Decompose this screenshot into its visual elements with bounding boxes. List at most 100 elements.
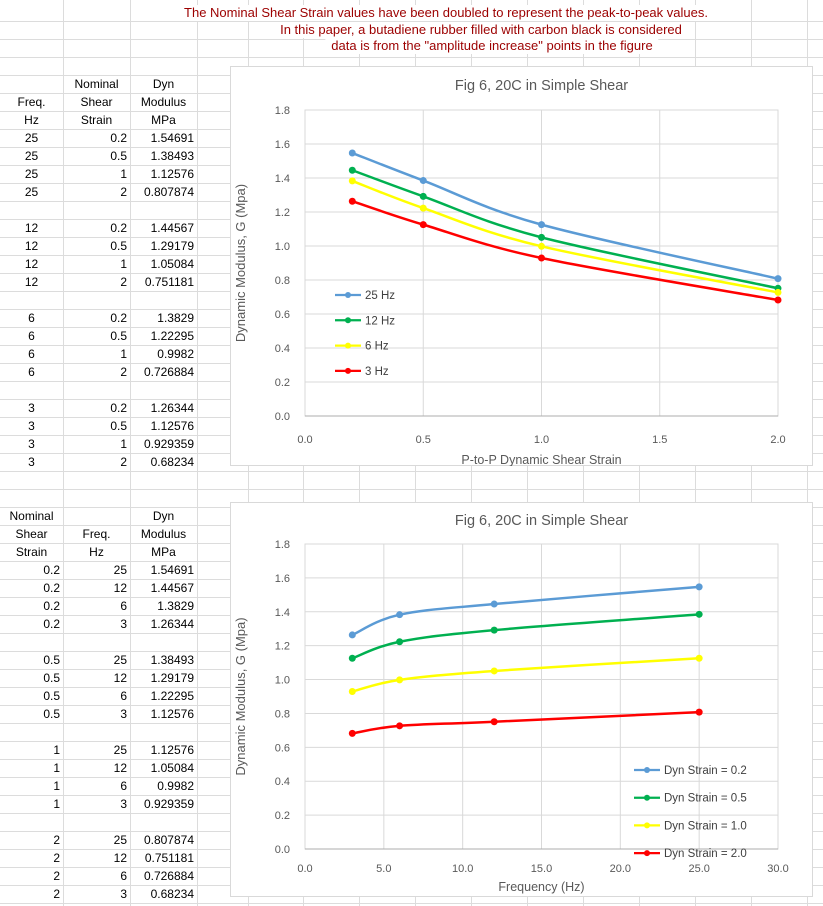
table-cell[interactable]: 1 [120,167,127,181]
table-cell[interactable]: 0.5 [110,419,127,433]
table-cell[interactable]: 0.2 [43,581,60,595]
table-cell[interactable]: 0.68234 [150,887,194,901]
table-cell[interactable]: 6 [120,689,127,703]
table-cell[interactable]: 1.54691 [150,563,194,577]
table-cell[interactable]: 0.2 [43,599,60,613]
table-cell[interactable]: 1 [120,347,127,361]
modulus-vs-strain-chart[interactable]: Fig 6, 20C in Simple Shear 0.0 0.2 0.4 0.6 0.… [230,66,813,466]
table-cell[interactable]: 1 [53,797,60,811]
header-cell[interactable]: MPa [151,545,176,559]
table-cell[interactable]: 0.68234 [150,455,194,469]
table-cell[interactable]: 0.2 [110,131,127,145]
table-cell[interactable]: 0.2 [110,221,127,235]
table-cell[interactable]: 2 [120,365,127,379]
table-cell[interactable]: 25 [24,167,39,181]
header-cell[interactable]: Freq. [17,95,46,109]
table-cell[interactable]: 25 [24,131,39,145]
table-cell[interactable]: 0.751181 [144,275,194,289]
table-cell[interactable]: 0.5 [110,149,127,163]
table-cell[interactable]: 12 [24,239,39,253]
header-cell[interactable]: Hz [89,545,104,559]
table-cell[interactable]: 0.807874 [143,185,194,199]
table-cell[interactable]: 3 [120,617,127,631]
table-cell[interactable]: 1.29179 [150,239,194,253]
table-cell[interactable]: 25 [24,149,39,163]
table-cell[interactable]: 0.5 [110,239,127,253]
header-cell[interactable]: Hz [24,113,39,127]
table-cell[interactable]: 25 [113,833,127,847]
table-cell[interactable]: 12 [24,275,39,289]
table-cell[interactable]: 1.22295 [150,329,194,343]
table-cell[interactable]: 1.26344 [150,617,194,631]
table-cell[interactable]: 1.3829 [157,311,194,325]
table-cell[interactable]: 0.726884 [143,365,194,379]
table-cell[interactable]: 0.9982 [157,779,194,793]
table-cell[interactable]: 0.807874 [143,833,194,847]
table-cell[interactable]: 0.751181 [144,851,194,865]
table-cell[interactable]: 3 [28,437,35,451]
table-cell[interactable]: 25 [113,653,127,667]
header-cell[interactable]: Shear [15,527,48,541]
table-cell[interactable]: 1.29179 [150,671,194,685]
table-cell[interactable]: 6 [28,365,35,379]
table-cell[interactable]: 6 [28,347,35,361]
table-cell[interactable]: 0.2 [110,311,127,325]
table-cell[interactable]: 6 [120,599,127,613]
table-cell[interactable]: 1 [53,743,60,757]
header-cell[interactable]: Modulus [140,527,187,541]
table-cell[interactable]: 1.12576 [150,707,194,721]
table-cell[interactable]: 3 [28,419,35,433]
header-cell[interactable]: Dyn [152,77,175,91]
header-cell[interactable]: Nominal [74,77,119,91]
table-cell[interactable]: 1.3829 [157,599,194,613]
table-cell[interactable]: 0.5 [110,329,127,343]
table-cell[interactable]: 6 [120,869,127,883]
table-cell[interactable]: 12 [24,257,39,271]
table-cell[interactable]: 1 [53,779,60,793]
table-cell[interactable]: 0.929359 [143,437,194,451]
table-cell[interactable]: 0.5 [43,653,60,667]
table-cell[interactable]: 1.26344 [150,401,194,415]
table-cell[interactable]: 25 [113,743,127,757]
table-cell[interactable]: 1.05084 [150,257,194,271]
table-cell[interactable]: 1.12576 [150,743,194,757]
table-cell[interactable]: 1.12576 [150,167,194,181]
table-cell[interactable]: 2 [53,851,60,865]
table-cell[interactable]: 12 [113,761,127,775]
table-cell[interactable]: 0.5 [43,671,60,685]
table-cell[interactable]: 1.54691 [150,131,194,145]
table-cell[interactable]: 1.44567 [150,221,194,235]
table-cell[interactable]: 1.05084 [150,761,194,775]
table-cell[interactable]: 1.38493 [150,653,194,667]
table-cell[interactable]: 2 [120,455,127,469]
table-cell[interactable]: 12 [113,851,127,865]
table-cell[interactable]: 12 [113,581,127,595]
table-cell[interactable]: 0.2 [110,401,127,415]
table-cell[interactable]: 0.2 [43,563,60,577]
table-cell[interactable]: 0.9982 [157,347,194,361]
table-cell[interactable]: 1.38493 [150,149,194,163]
table-cell[interactable]: 3 [28,455,35,469]
table-cell[interactable]: 2 [53,887,60,901]
table-cell[interactable]: 2 [53,869,60,883]
header-cell[interactable]: Strain [15,545,48,559]
table-cell[interactable]: 0.5 [43,707,60,721]
table-cell[interactable]: 6 [28,311,35,325]
table-cell[interactable]: 3 [120,707,127,721]
table-cell[interactable]: 6 [120,779,127,793]
table-cell[interactable]: 12 [24,221,39,235]
header-cell[interactable]: MPa [151,113,176,127]
modulus-vs-frequency-chart[interactable]: Fig 6, 20C in Simple Shear 0.0 0.2 0.4 0.6 0.… [230,502,813,897]
header-cell[interactable]: Shear [80,95,113,109]
table-cell[interactable]: 25 [24,185,39,199]
table-cell[interactable]: 0.726884 [143,869,194,883]
table-cell[interactable]: 6 [28,329,35,343]
table-cell[interactable]: 2 [120,185,127,199]
table-cell[interactable]: 25 [113,563,127,577]
header-cell[interactable]: Modulus [140,95,187,109]
table-cell[interactable]: 12 [113,671,127,685]
header-cell[interactable]: Freq. [82,527,111,541]
header-cell[interactable]: Strain [80,113,113,127]
table-cell[interactable]: 1.22295 [150,689,194,703]
table-cell[interactable]: 0.929359 [143,797,194,811]
